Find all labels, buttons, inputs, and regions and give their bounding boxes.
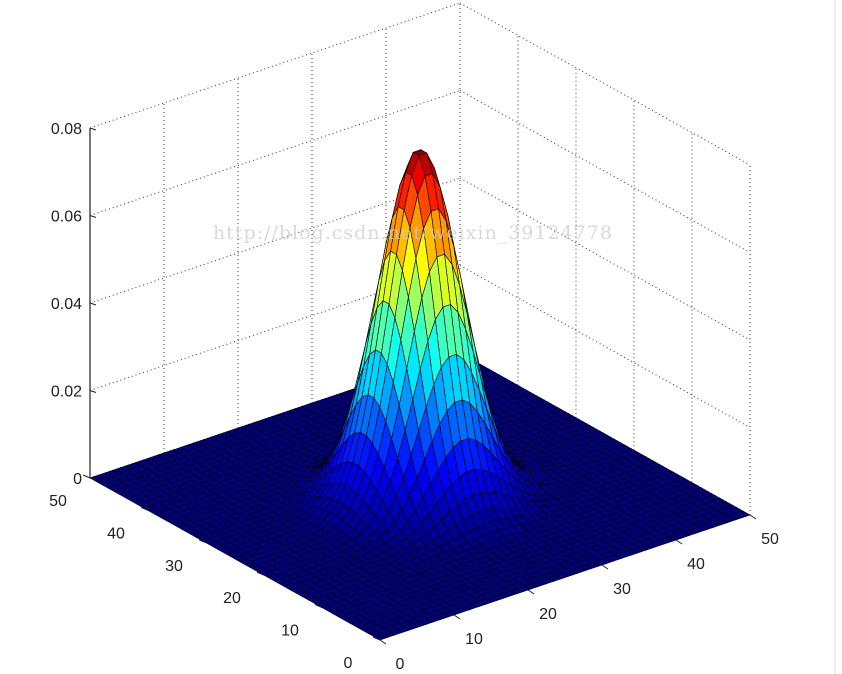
x-tick-label: 50 <box>761 531 779 548</box>
y-tick-label: 40 <box>107 525 125 542</box>
tick-mark <box>372 636 381 641</box>
y-tick-label: 20 <box>223 590 241 607</box>
x-tick-label: 30 <box>613 581 631 598</box>
grid-line <box>459 2 751 166</box>
page-edge <box>834 0 836 674</box>
tick-mark <box>453 614 461 620</box>
tick-mark <box>198 539 207 544</box>
z-tick-label: 0.04 <box>51 296 82 313</box>
grid-line <box>89 2 461 129</box>
surface <box>89 149 751 641</box>
x-tick-label: 20 <box>539 606 557 623</box>
tick-mark <box>314 604 323 609</box>
z-tick-label: 0.08 <box>51 121 82 138</box>
y-tick-label: 0 <box>344 655 353 672</box>
x-tick-label: 0 <box>396 656 405 673</box>
tick-mark <box>89 390 97 393</box>
z-tick-label: 0 <box>73 471 82 488</box>
watermark: http://blog.csdn.net/weixin_39124778 <box>213 222 613 244</box>
tick-mark <box>89 127 97 131</box>
tick-mark <box>89 215 97 218</box>
y-tick-label: 10 <box>281 623 299 640</box>
y-tick-label: 30 <box>165 558 183 575</box>
tick-mark <box>140 506 149 511</box>
z-tick-label: 0.06 <box>51 209 82 226</box>
grid-line <box>459 265 751 428</box>
tick-mark <box>82 474 91 479</box>
grid-line <box>459 177 751 341</box>
x-tick-label: 10 <box>465 631 483 648</box>
tick-mark <box>256 571 265 576</box>
tick-mark <box>675 539 683 545</box>
tick-mark <box>601 564 609 570</box>
grid-line <box>459 90 751 253</box>
tick-mark <box>89 477 97 481</box>
y-tick-label: 50 <box>49 493 67 510</box>
tick-mark <box>379 639 387 645</box>
z-tick-label: 0.02 <box>51 384 82 401</box>
tick-labels: 0 10 20 30 40 50 0 10 20 30 40 50 0 0.02 0.04 0.06 0.08 <box>49 121 779 673</box>
tick-mark <box>89 302 97 306</box>
tick-mark <box>527 589 535 595</box>
tick-mark <box>749 514 757 520</box>
x-tick-label: 40 <box>687 556 705 573</box>
